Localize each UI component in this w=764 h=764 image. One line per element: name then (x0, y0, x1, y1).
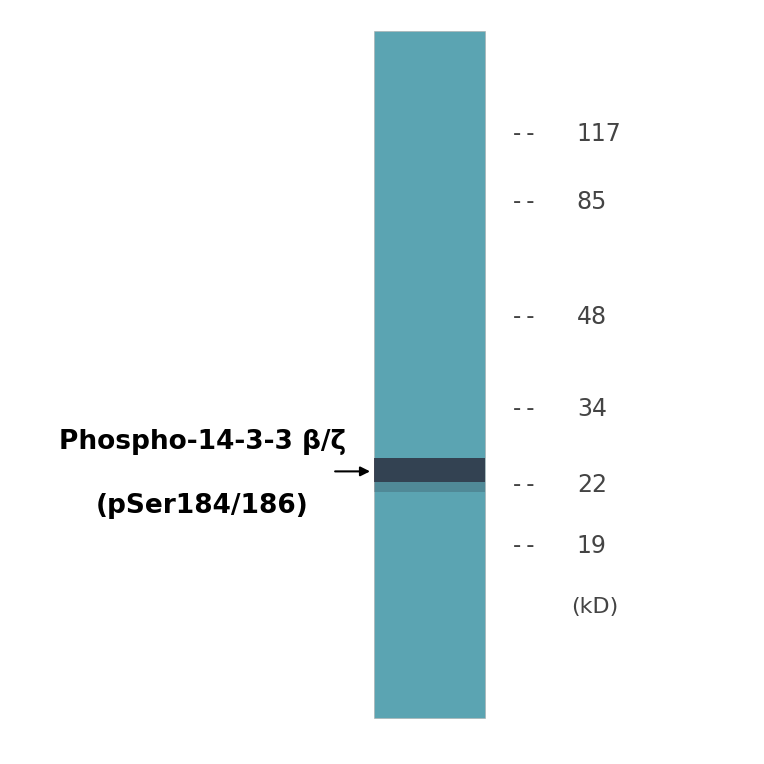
Text: --: -- (510, 534, 539, 558)
Text: 85: 85 (577, 190, 607, 215)
Bar (374, 31, 485, 718)
Text: 34: 34 (577, 397, 607, 421)
Text: 19: 19 (577, 534, 607, 558)
Text: 22: 22 (577, 473, 607, 497)
Text: 48: 48 (577, 305, 607, 329)
Text: --: -- (510, 473, 539, 497)
Text: Phospho-14-3-3 β/ζ: Phospho-14-3-3 β/ζ (59, 429, 346, 455)
Bar (374, 482, 485, 492)
Text: --: -- (510, 121, 539, 146)
Text: 117: 117 (577, 121, 622, 146)
Text: --: -- (510, 397, 539, 421)
Text: (pSer184/186): (pSer184/186) (96, 493, 309, 519)
Text: --: -- (510, 190, 539, 215)
Bar (374, 458, 485, 482)
Text: (kD): (kD) (571, 597, 619, 617)
Text: --: -- (510, 305, 539, 329)
